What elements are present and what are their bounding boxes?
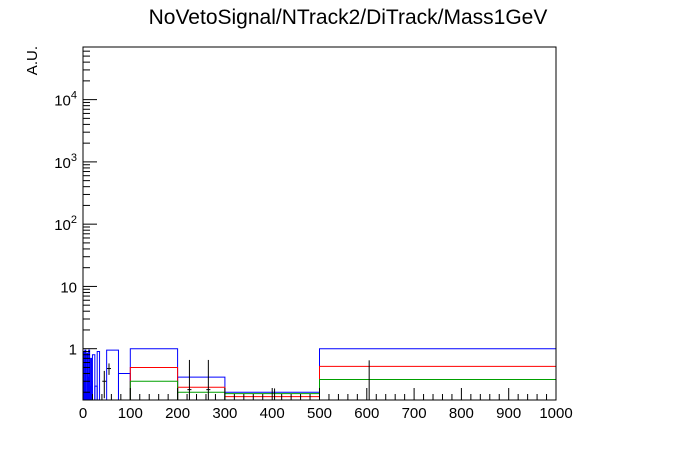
- x-tick-label: 900: [496, 405, 521, 422]
- y-axis-label: A.U.: [24, 46, 41, 75]
- y-tick-label: 104: [54, 90, 77, 110]
- y-tick-label: 102: [54, 214, 77, 234]
- histogram-bin: [90, 357, 93, 400]
- y-tick-label: 10: [60, 279, 77, 296]
- x-tick-label: 200: [165, 405, 190, 422]
- histogram-bin: [96, 351, 101, 400]
- histogram-bin: [91, 354, 96, 400]
- x-tick-label: 300: [212, 405, 237, 422]
- chart-title: NoVetoSignal/NTrack2/DiTrack/Mass1GeV: [149, 6, 548, 29]
- plot-frame: [82, 46, 557, 401]
- x-tick-label: 100: [118, 405, 143, 422]
- x-tick-label: 800: [449, 405, 474, 422]
- histogram-bin: [86, 352, 89, 400]
- x-tick-label: 600: [354, 405, 379, 422]
- x-tick-label: 0: [79, 405, 87, 422]
- y-axis: 1 10 102 103 104: [54, 46, 97, 393]
- histogram-bin: [84, 349, 87, 400]
- y-tick-label: 103: [54, 152, 77, 172]
- x-tick-label: 1000: [539, 405, 572, 422]
- x-tick-label: 700: [402, 405, 427, 422]
- y-tick-label: 1: [69, 342, 77, 359]
- x-tick-label: 500: [307, 405, 332, 422]
- x-tick-label: 400: [260, 405, 285, 422]
- histogram-bin: [88, 349, 91, 400]
- x-axis: 0 100 200 300 400 500 600 700 800 900 1000: [79, 388, 573, 422]
